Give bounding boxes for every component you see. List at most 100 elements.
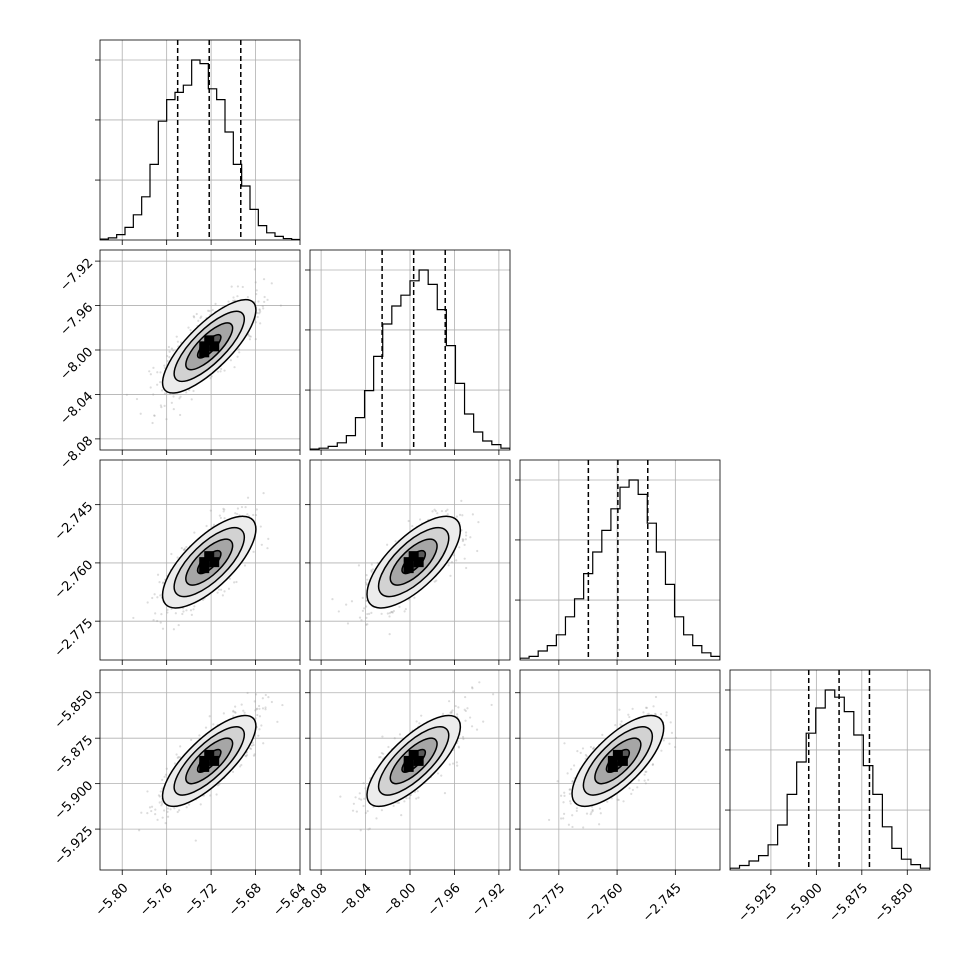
sample-point <box>643 773 646 776</box>
sample-point <box>366 578 369 581</box>
sample-point <box>241 285 244 289</box>
sample-point <box>182 548 185 551</box>
sample-point <box>463 557 466 560</box>
sample-point <box>166 354 169 358</box>
sample-point <box>262 742 265 745</box>
sample-point <box>125 393 128 396</box>
sample-point <box>388 633 391 636</box>
density-peak-cell <box>413 557 424 568</box>
sample-point <box>654 695 658 699</box>
sample-point <box>362 782 365 785</box>
sample-point <box>482 720 485 723</box>
sample-point <box>381 735 384 738</box>
sample-point <box>331 597 334 601</box>
sample-point <box>267 695 270 699</box>
sample-point <box>161 816 164 819</box>
sample-point <box>243 711 246 714</box>
sample-point <box>160 613 163 616</box>
sample-point <box>160 406 163 409</box>
sample-point <box>478 681 481 684</box>
sample-point <box>238 351 241 354</box>
sample-point <box>362 804 365 808</box>
histogram-steps <box>730 689 930 870</box>
sample-point <box>673 745 677 749</box>
sample-point <box>403 800 406 803</box>
sample-point <box>367 828 370 831</box>
sample-point <box>352 802 355 805</box>
sample-point <box>258 715 262 718</box>
sample-point <box>168 356 171 359</box>
sample-point <box>217 588 221 591</box>
sample-point <box>447 564 450 567</box>
sample-point <box>154 808 157 811</box>
sample-point <box>138 829 141 832</box>
sample-point <box>279 304 282 307</box>
sample-point <box>166 810 169 813</box>
sample-point <box>158 801 161 804</box>
scatter-panel-2-1 <box>305 459 511 665</box>
sample-point <box>631 707 634 710</box>
sample-point <box>644 770 647 774</box>
sample-point <box>153 414 156 417</box>
sample-point <box>232 299 235 302</box>
sample-point <box>647 712 650 715</box>
contour-line <box>185 737 234 785</box>
sample-point <box>232 296 235 299</box>
sample-point <box>471 513 474 516</box>
sample-point <box>357 564 361 567</box>
sample-point <box>619 723 622 726</box>
sample-point <box>160 389 164 392</box>
sample-point <box>190 613 193 616</box>
sample-point <box>579 751 582 754</box>
sample-point <box>228 577 231 580</box>
sample-point <box>365 583 369 586</box>
sample-point <box>670 731 674 734</box>
sample-point <box>576 750 579 753</box>
sample-point <box>158 795 161 798</box>
contour-line <box>185 322 234 371</box>
histogram-steps <box>100 59 300 240</box>
sample-point <box>256 315 259 319</box>
sample-point <box>380 612 383 615</box>
sample-point <box>355 810 358 813</box>
sample-point <box>211 309 214 312</box>
sample-point <box>159 594 162 597</box>
sample-point <box>411 524 414 528</box>
sample-point <box>154 612 157 615</box>
sample-point <box>156 371 159 374</box>
sample-point <box>360 619 363 622</box>
sample-point <box>645 770 648 773</box>
sample-point <box>223 517 226 520</box>
density-peak-cell <box>403 761 414 772</box>
sample-point <box>386 543 389 546</box>
sample-point <box>382 752 385 755</box>
sample-point <box>368 612 371 616</box>
x-tick-label: −8.00 <box>381 881 420 920</box>
sample-point <box>162 809 166 812</box>
y-tick-label: −2.745 <box>52 499 97 544</box>
sample-point <box>187 326 190 329</box>
sample-point <box>582 826 585 829</box>
sample-point <box>178 397 181 400</box>
sample-point <box>223 508 226 511</box>
sample-point <box>190 738 193 742</box>
sample-point <box>227 300 230 303</box>
sample-point <box>359 829 362 832</box>
sample-point <box>192 389 195 393</box>
sample-point <box>163 366 166 369</box>
sample-point <box>222 507 225 510</box>
x-tick-label: −7.96 <box>425 881 464 920</box>
sample-point <box>464 719 467 722</box>
sample-point <box>176 340 179 343</box>
sample-point <box>161 582 165 585</box>
sample-point <box>178 756 182 759</box>
sample-point <box>156 383 159 386</box>
sample-point <box>470 725 474 728</box>
sample-point <box>246 496 250 499</box>
x-tick-label: −2.745 <box>640 881 685 926</box>
y-tick-label: −2.775 <box>52 616 97 661</box>
sample-point <box>234 711 237 714</box>
contour-line <box>366 714 462 808</box>
density-peak-cell <box>204 749 215 760</box>
sample-point <box>248 747 252 750</box>
